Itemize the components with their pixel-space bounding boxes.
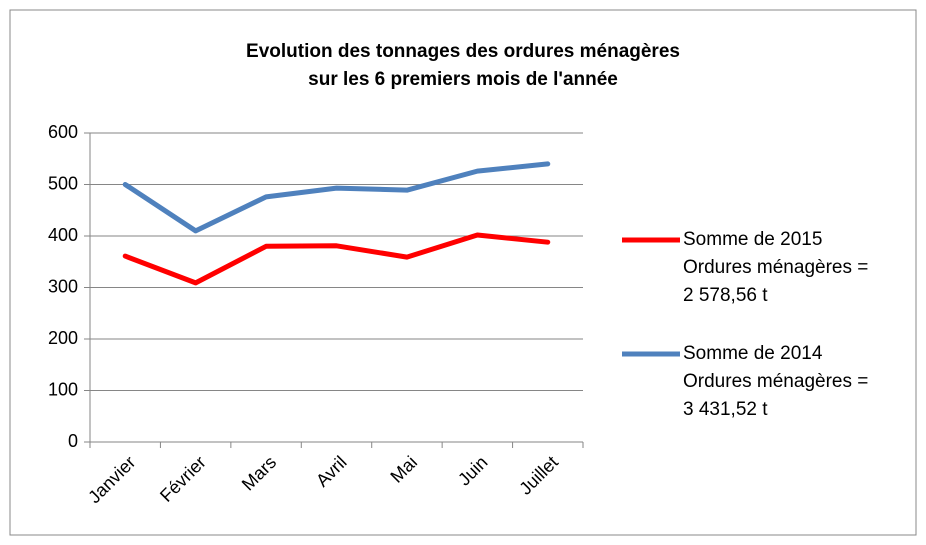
y-tick-label: 300	[48, 276, 78, 296]
y-tick-label: 400	[48, 225, 78, 245]
y-tick-label: 0	[68, 431, 78, 451]
y-tick-label: 500	[48, 173, 78, 193]
y-tick-label: 600	[48, 122, 78, 142]
y-tick-label: 100	[48, 379, 78, 399]
series-line	[122, 232, 551, 286]
legend-label: Somme de 2015 Ordures ménagères = 2 578,…	[683, 229, 869, 306]
chart-title: Evolution des tonnages des ordures ménag…	[246, 41, 680, 90]
series-line	[122, 161, 551, 234]
legend-label: Somme de 2014 Ordures ménagères = 3 431,…	[683, 343, 869, 420]
y-tick-label: 200	[48, 328, 78, 348]
chart-border	[9, 9, 917, 536]
